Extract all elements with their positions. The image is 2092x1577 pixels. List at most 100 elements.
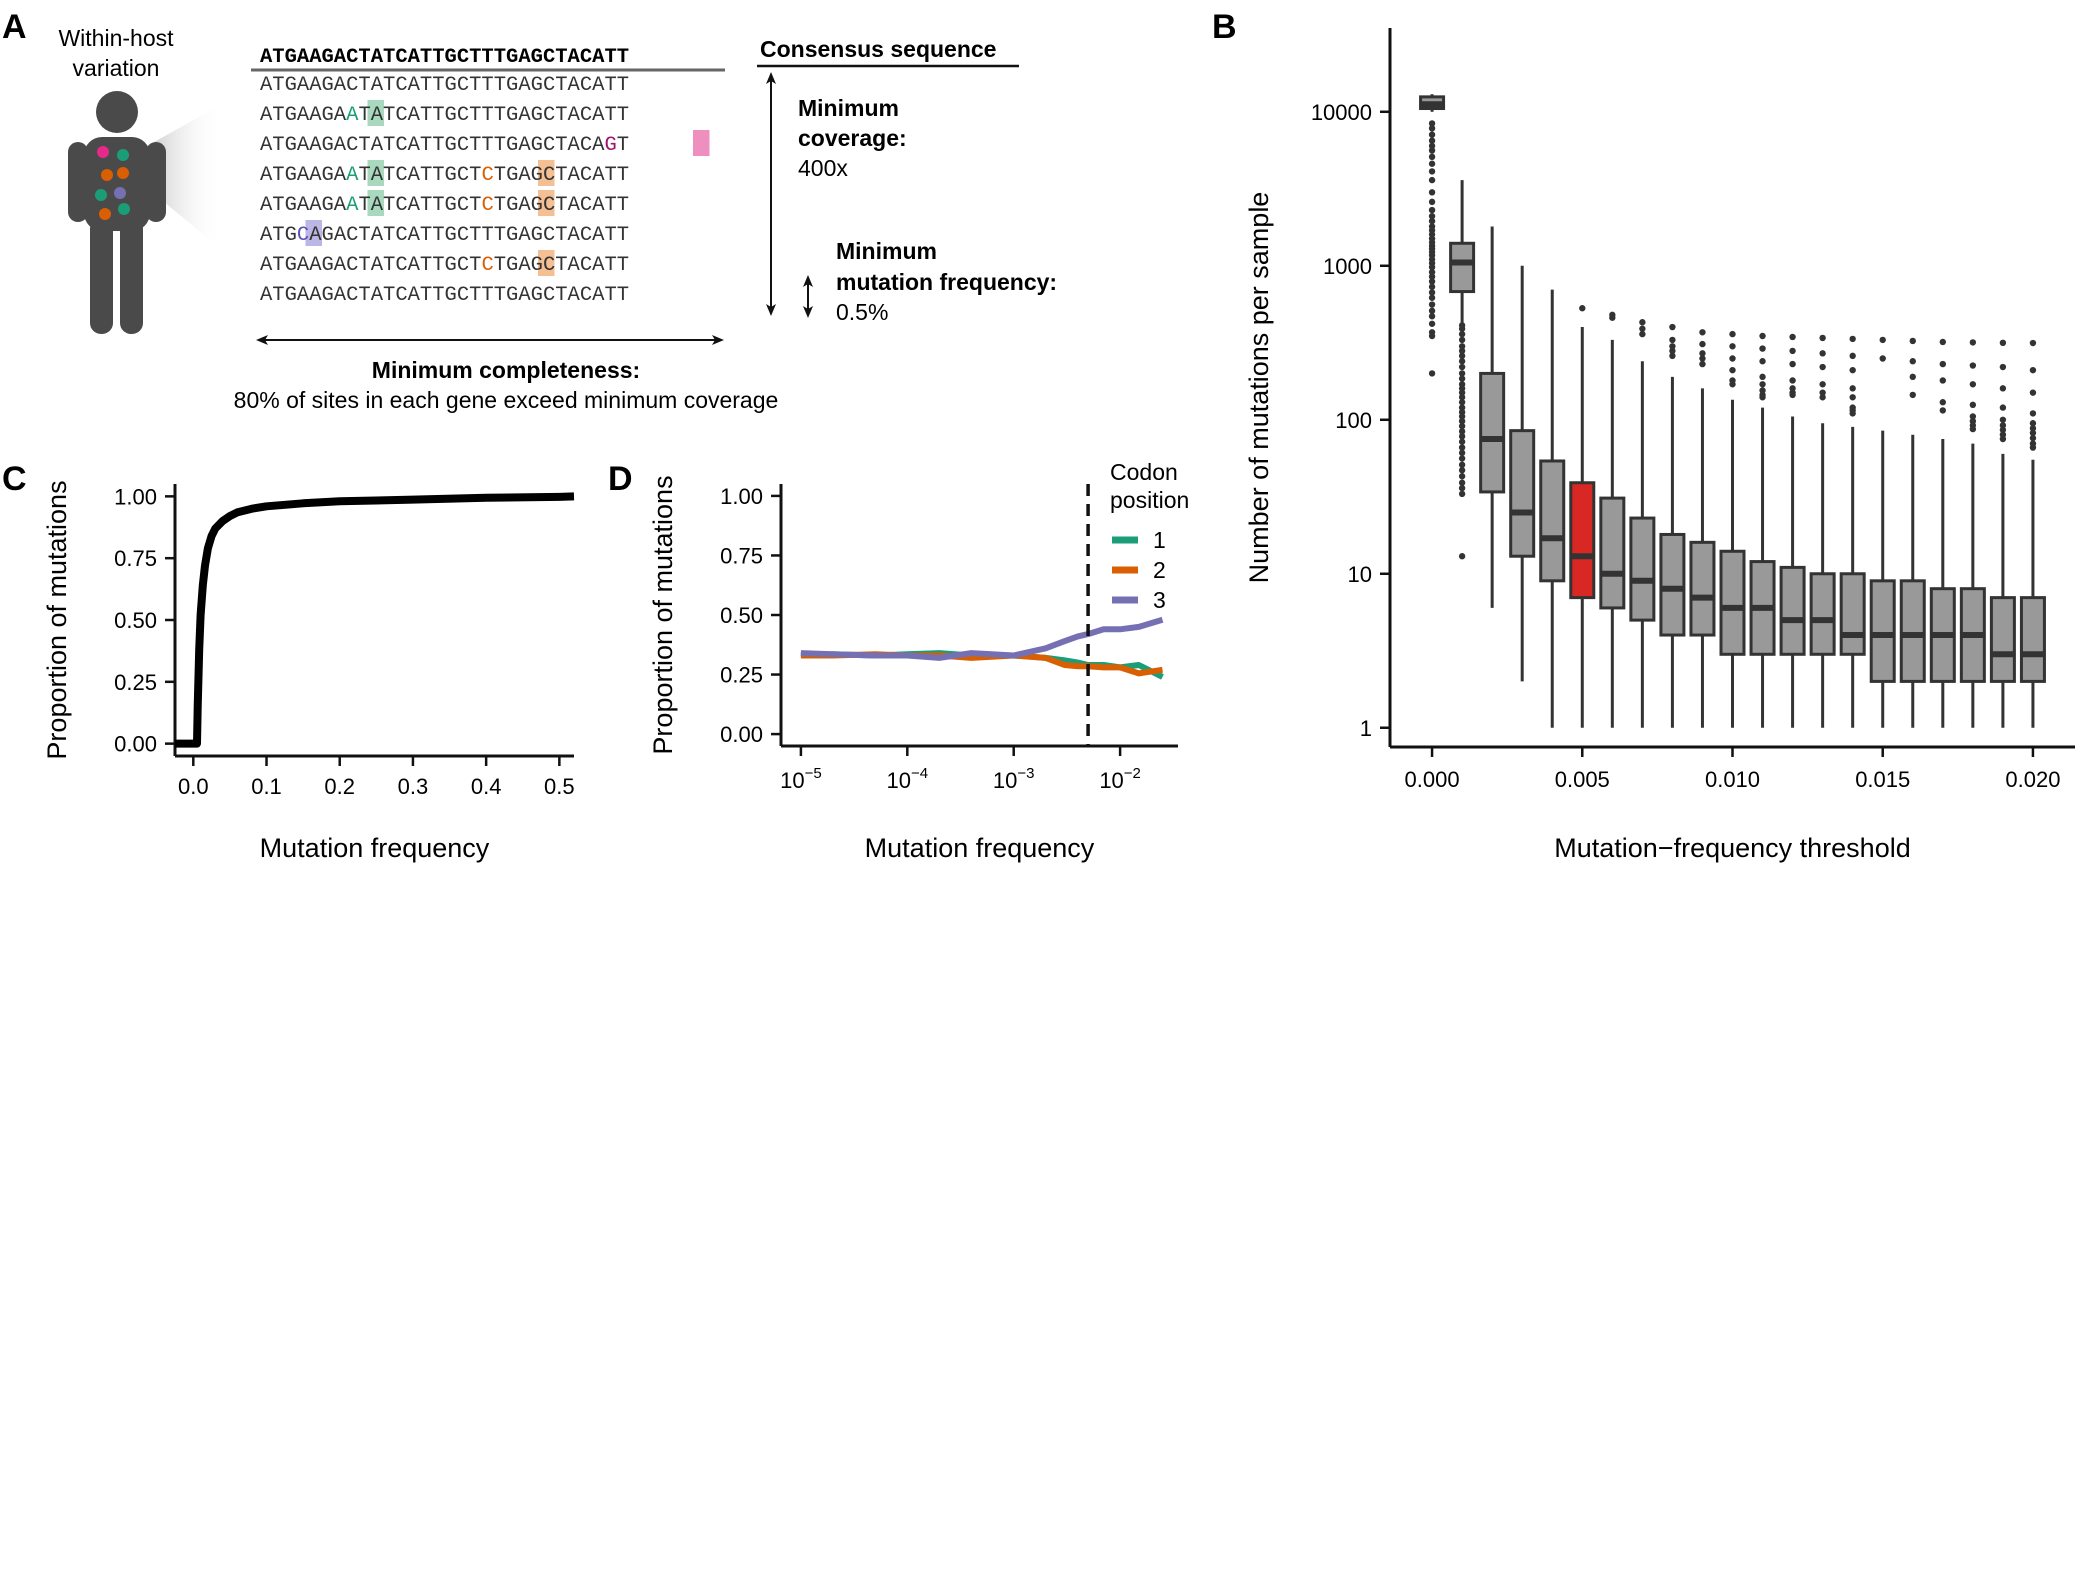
outlier-point [1428, 263, 1436, 271]
box-rect [1599, 496, 1626, 610]
outlier-point [2029, 444, 2037, 451]
outlier-point [1458, 404, 1466, 411]
outlier-point [1458, 347, 1466, 355]
outlier-point [1428, 160, 1436, 167]
panel-c: C 0.00 0.25 0.50 0.75 1.00 0.0 0.1 0.2 0.3 0.4 0.5… [2, 460, 575, 863]
x-axis-title: Mutation frequency [865, 833, 1095, 863]
x-tick-label: 0.3 [398, 774, 429, 799]
outlier-point [1428, 294, 1436, 301]
box-group [1989, 339, 2016, 728]
outlier-point [1609, 314, 1616, 321]
outlier-point [1428, 168, 1436, 175]
mutation-highlight [538, 190, 555, 216]
y-tick-label: 0.75 [114, 546, 157, 571]
x-tick-label: 0.5 [544, 774, 575, 799]
outlier-point [1729, 366, 1736, 374]
outlier-point [1458, 343, 1466, 350]
outlier-point [1789, 391, 1796, 399]
outlier-point [1458, 490, 1466, 498]
outlier-point [2029, 425, 2037, 432]
outlier-point [1458, 336, 1466, 344]
y-axis-title: Proportion of mutations [42, 480, 72, 759]
x-tick-label: 0.4 [471, 774, 502, 799]
y-axis-title: Proportion of mutations [648, 475, 678, 754]
box-group [2019, 339, 2046, 728]
x-tick-label: 0.020 [2005, 767, 2060, 792]
x-tick-label: 0.1 [251, 774, 282, 799]
outlier-point [1759, 387, 1766, 394]
y-tick-label: 10 [1348, 562, 1372, 587]
box-rect [1449, 241, 1476, 294]
x-tick-label: 10−4 [887, 765, 929, 793]
y-tick-label: 0.50 [720, 603, 763, 628]
virus-dot [97, 146, 109, 158]
outlier-point [1939, 338, 1947, 346]
y-tick-label: 100 [1335, 408, 1372, 433]
box-group [1659, 323, 1686, 728]
outlier-point [1759, 345, 1766, 352]
outlier-point [1458, 375, 1466, 382]
outlier-point [1428, 320, 1436, 327]
outlier-point [1428, 131, 1436, 138]
outlier-point [1699, 340, 1706, 348]
outlier-point [1909, 358, 1916, 365]
x-tick-label: 0.2 [324, 774, 355, 799]
host-label-line1: Within-host [58, 25, 174, 51]
outlier-point [1999, 416, 2007, 423]
outlier-point [1699, 350, 1706, 357]
outlier-point [1969, 339, 1977, 346]
virus-particles [95, 146, 130, 220]
outlier-point [1428, 307, 1436, 315]
box-group [1719, 330, 1746, 728]
outlier-point [1849, 352, 1856, 360]
outlier-point [1458, 358, 1466, 365]
outlier-point [1999, 339, 2007, 347]
outlier-point [1458, 399, 1466, 406]
outlier-point [1428, 137, 1436, 144]
box-rect [1899, 579, 1926, 683]
y-tick-label: 1.00 [720, 484, 763, 509]
legend-title-1: Codon [1110, 459, 1178, 485]
x-tick-label: 0.015 [1855, 767, 1910, 792]
outlier-point [1458, 449, 1466, 457]
outlier-point [1458, 484, 1466, 492]
legend-title-2: position [1110, 487, 1189, 513]
outlier-point [1819, 394, 1826, 401]
consensus-sequence: ATGAAGACTATCATTGCTTTGAGCTACATT [260, 46, 629, 69]
outlier-point [1458, 473, 1466, 480]
series-line-3 [800, 616, 1164, 661]
read-sequence: ATGAAGAATATCATTGCTCTGAGCTACATT [260, 164, 629, 187]
outlier-point [1458, 455, 1466, 462]
outlier-point [1458, 467, 1466, 474]
read-row: ATGAAGACTATCATTGCTTTGAGCTACAGT [260, 130, 710, 157]
outlier-point [1579, 305, 1586, 312]
outlier-point [1428, 125, 1436, 132]
outlier-point [1939, 360, 1947, 368]
outlier-point [2029, 339, 2037, 347]
read-row: ATGAAGACTATCATTGCTTTGAGCTACATT [260, 74, 629, 97]
x-tick-label: 0.0 [178, 774, 209, 799]
boxplot-chart: 1 10 100 1000 10000 0.000 0.005 0.010 0.015 0.020… [1244, 28, 2075, 863]
panel-a-letter: A [2, 8, 27, 46]
outlier-point [1458, 461, 1466, 469]
box-rect [1869, 579, 1896, 683]
outlier-point [1639, 325, 1646, 332]
legend-label-1: 1 [1153, 527, 1166, 553]
outlier-point [2029, 389, 2037, 396]
outlier-point [1759, 381, 1766, 388]
outlier-point [1428, 301, 1436, 308]
outlier-point [1428, 283, 1436, 291]
mutation-highlight [538, 250, 555, 276]
x-tick-label: 0.005 [1555, 767, 1610, 792]
outlier-point [1939, 399, 1947, 406]
outlier-point [1428, 147, 1436, 154]
box-group [1839, 335, 1866, 728]
outlier-point [1428, 268, 1436, 276]
box-group [1509, 265, 1536, 682]
virus-dot [117, 167, 129, 179]
outlier-point [1909, 391, 1916, 399]
virus-dot [118, 203, 130, 215]
outlier-point [1458, 444, 1466, 451]
box-rect [1659, 532, 1686, 637]
